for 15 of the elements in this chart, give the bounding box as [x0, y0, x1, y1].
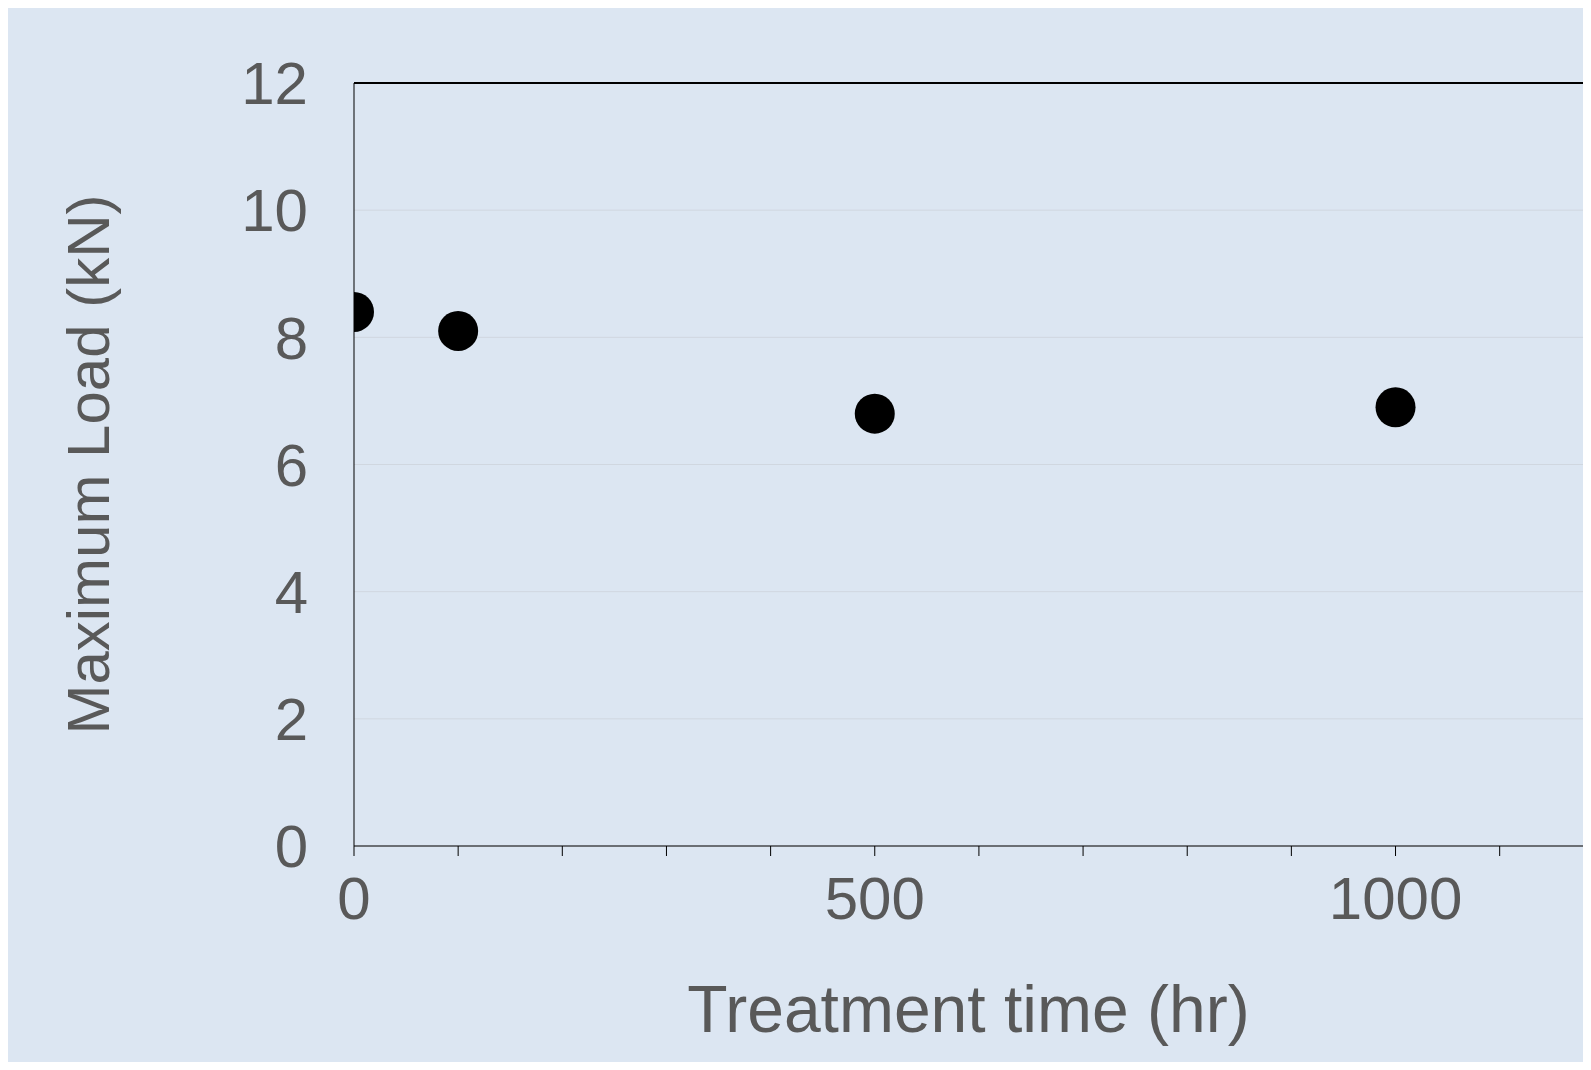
y-axis-title: Maximum Load (kN): [55, 194, 123, 735]
y-tick-label: 12: [241, 50, 308, 118]
y-tick-label: 10: [241, 177, 308, 245]
x-tick-label: 0: [337, 864, 371, 932]
point: [438, 310, 479, 351]
point: [854, 393, 895, 434]
y-tick-label: 4: [274, 558, 308, 626]
x-tick-label: 500: [824, 864, 925, 932]
y-tick-label: 8: [274, 304, 308, 372]
x-tick-label: 1000: [1328, 864, 1463, 932]
y-tick-label: 2: [274, 686, 308, 754]
y-tick-label: 0: [274, 813, 308, 881]
point: [1375, 387, 1416, 428]
x-axis-title: Treatment time (hr): [687, 972, 1250, 1046]
y-tick-label: 6: [274, 431, 308, 499]
